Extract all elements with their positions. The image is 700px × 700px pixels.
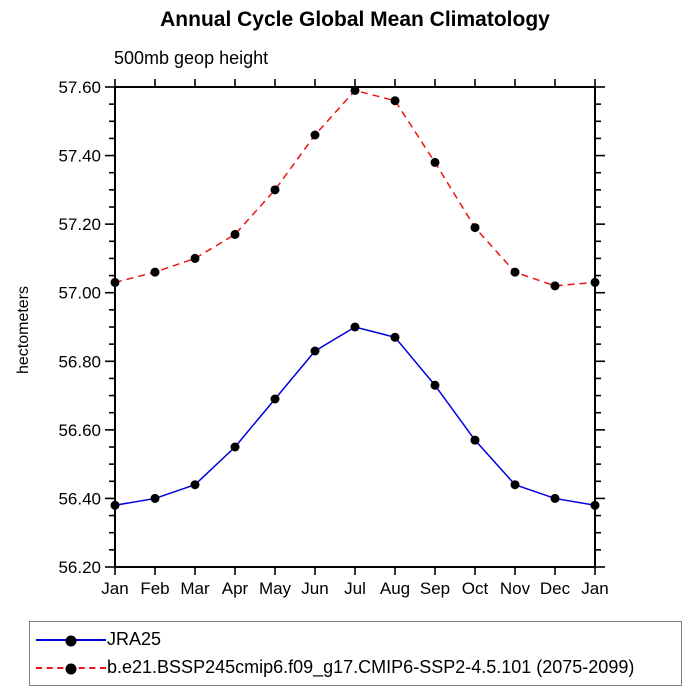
legend-line-dashed-red [36, 663, 106, 674]
data-point-marker [510, 267, 520, 277]
legend-marker-dot [65, 635, 77, 646]
data-point-marker [190, 253, 200, 263]
data-point-marker [470, 435, 480, 445]
data-point-marker [390, 332, 400, 342]
data-point-marker [390, 96, 400, 106]
data-point-marker [110, 277, 120, 287]
plot-area: 56.20 56.40 56.60 56.80 57.00 57.20 57.40 57.60… [58, 78, 608, 598]
legend-label-jra25: JRA25 [107, 629, 162, 649]
data-point-marker [230, 442, 240, 452]
data-point-marker [590, 277, 600, 287]
data-point-marker [270, 185, 280, 195]
x-tick-label: Dec [540, 579, 571, 598]
data-point-marker [350, 322, 360, 332]
y-tick-label: 56.20 [58, 558, 101, 577]
legend-item-model: b.e21.BSSP245cmip6.f09_g17.CMIP6-SSP2-4.… [30, 657, 681, 679]
data-point-marker [430, 380, 440, 390]
x-tick-label: Sep [420, 579, 450, 598]
x-tick-label: Jul [344, 579, 366, 598]
legend-item-jra25: JRA25 [30, 629, 681, 651]
x-tick-label: Jun [301, 579, 328, 598]
x-tick-label: Apr [222, 579, 249, 598]
data-point-marker [230, 229, 240, 239]
legend: JRA25 b.e21.BSSP245cmip6.f09_g17.CMIP6-S… [29, 621, 682, 686]
chart-subtitle: 500mb geop height [114, 48, 269, 68]
y-tick-label: 56.80 [58, 352, 101, 371]
y-tick-label: 56.40 [58, 489, 101, 508]
data-point-marker [550, 281, 560, 291]
y-tick-label: 57.40 [58, 147, 101, 166]
y-tick-label: 57.60 [58, 78, 101, 97]
data-point-marker [350, 85, 360, 95]
data-point-marker [310, 130, 320, 140]
data-point-marker [310, 346, 320, 356]
data-point-marker [150, 267, 160, 277]
y-tick-label: 56.60 [58, 421, 101, 440]
y-tick-label: 57.20 [58, 215, 101, 234]
legend-marker-dot [65, 663, 77, 674]
y-tick-label: 57.00 [58, 284, 101, 303]
x-tick-label: May [259, 579, 292, 598]
series-line-jra25 [114, 326, 596, 507]
legend-label-model: b.e21.BSSP245cmip6.f09_g17.CMIP6-SSP2-4.… [107, 657, 635, 677]
x-tick-label: Jan [101, 579, 128, 598]
data-point-marker [150, 493, 160, 503]
data-point-marker [270, 394, 280, 404]
x-tick-label: Mar [180, 579, 210, 598]
x-tick-label: Oct [462, 579, 489, 598]
data-point-marker [550, 493, 560, 503]
data-point-marker [190, 480, 200, 490]
data-point-marker [110, 500, 120, 510]
x-tick-label: Jan [581, 579, 608, 598]
data-point-marker [430, 157, 440, 167]
chart-title: Annual Cycle Global Mean Climatology [160, 8, 550, 31]
x-tick-label: Aug [380, 579, 410, 598]
x-tick-label: Nov [500, 579, 531, 598]
data-point-marker [590, 500, 600, 510]
x-tick-label: Feb [140, 579, 169, 598]
data-point-marker [470, 223, 480, 233]
series-line-model [114, 89, 596, 287]
legend-line-solid-blue [36, 635, 106, 646]
data-point-marker [510, 480, 520, 490]
